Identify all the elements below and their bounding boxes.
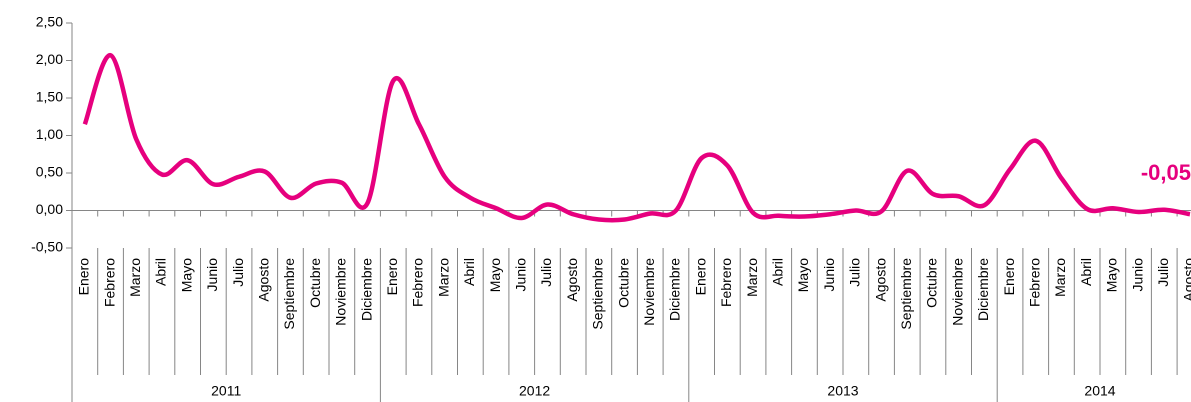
y-tick-label: 2,00 (36, 51, 63, 67)
x-tick-label: Febrero (1026, 258, 1042, 307)
x-tick-label: Abril (461, 258, 477, 286)
x-tick-label: Noviembre (333, 258, 349, 326)
x-tick-label: Agosto (564, 258, 580, 302)
x-tick-label: Mayo (487, 258, 503, 292)
x-tick-label: Julio (538, 258, 554, 287)
x-tick-label: Enero (384, 258, 400, 296)
x-tick-label: Agosto (872, 258, 888, 302)
x-tick-label: Enero (1001, 258, 1017, 296)
x-tick-label: Abril (769, 258, 785, 286)
x-tick-label: Junio (821, 258, 837, 292)
x-tick-label: Julio (1155, 258, 1171, 287)
x-tick-label: Abril (1078, 258, 1094, 286)
x-tick-label: Noviembre (641, 258, 657, 326)
x-tick-label: Abril (153, 258, 169, 286)
x-tick-label: Febrero (410, 258, 426, 307)
line (82, 52, 1191, 223)
x-tick-label: Septiembre (898, 258, 914, 330)
x-tick-label: Marzo (435, 258, 451, 297)
x-tick-label: Junio (512, 258, 528, 292)
x-tick-label: Agosto (1181, 258, 1191, 302)
y-tick-label: 2,50 (36, 14, 63, 30)
group-label: 2014 (1084, 383, 1115, 399)
group-label: 2013 (827, 383, 858, 399)
x-tick-label: Mayo (795, 258, 811, 292)
y-tick-label: 0,00 (36, 201, 63, 217)
x-tick-label: Junio (1129, 258, 1145, 292)
x-tick-label: Enero (692, 258, 708, 296)
value-label: -0,05 (1141, 160, 1191, 185)
x-tick-label: Septiembre (281, 258, 297, 330)
x-tick-label: Diciembre (358, 258, 374, 321)
x-tick-label: Mayo (178, 258, 194, 292)
x-tick-label: Enero (76, 258, 92, 296)
y-tick-label: 1,50 (36, 89, 63, 105)
x-tick-label: Noviembre (949, 258, 965, 326)
x-tick-label: Febrero (101, 258, 117, 307)
x-tick-label: Junio (204, 258, 220, 292)
group-label: 2012 (519, 383, 550, 399)
x-tick-label: Julio (847, 258, 863, 287)
y-tick-label: -0,50 (31, 239, 63, 255)
x-tick-label: Agosto (255, 258, 271, 302)
x-tick-label: Febrero (718, 258, 734, 307)
x-tick-label: Mayo (1104, 258, 1120, 292)
x-tick-label: Marzo (1052, 258, 1068, 297)
y-tick-label: 1,00 (36, 126, 63, 142)
x-tick-label: Octubre (615, 258, 631, 308)
x-tick-label: Octubre (924, 258, 940, 308)
x-tick-label: Diciembre (667, 258, 683, 321)
x-tick-label: Marzo (744, 258, 760, 297)
x-tick-label: Diciembre (975, 258, 991, 321)
x-tick-label: Julio (230, 258, 246, 287)
x-tick-label: Marzo (127, 258, 143, 297)
y-tick-label: 0,50 (36, 164, 63, 180)
x-tick-label: Octubre (307, 258, 323, 308)
group-label: 2011 (211, 383, 241, 399)
x-tick-label: Septiembre (590, 258, 606, 330)
